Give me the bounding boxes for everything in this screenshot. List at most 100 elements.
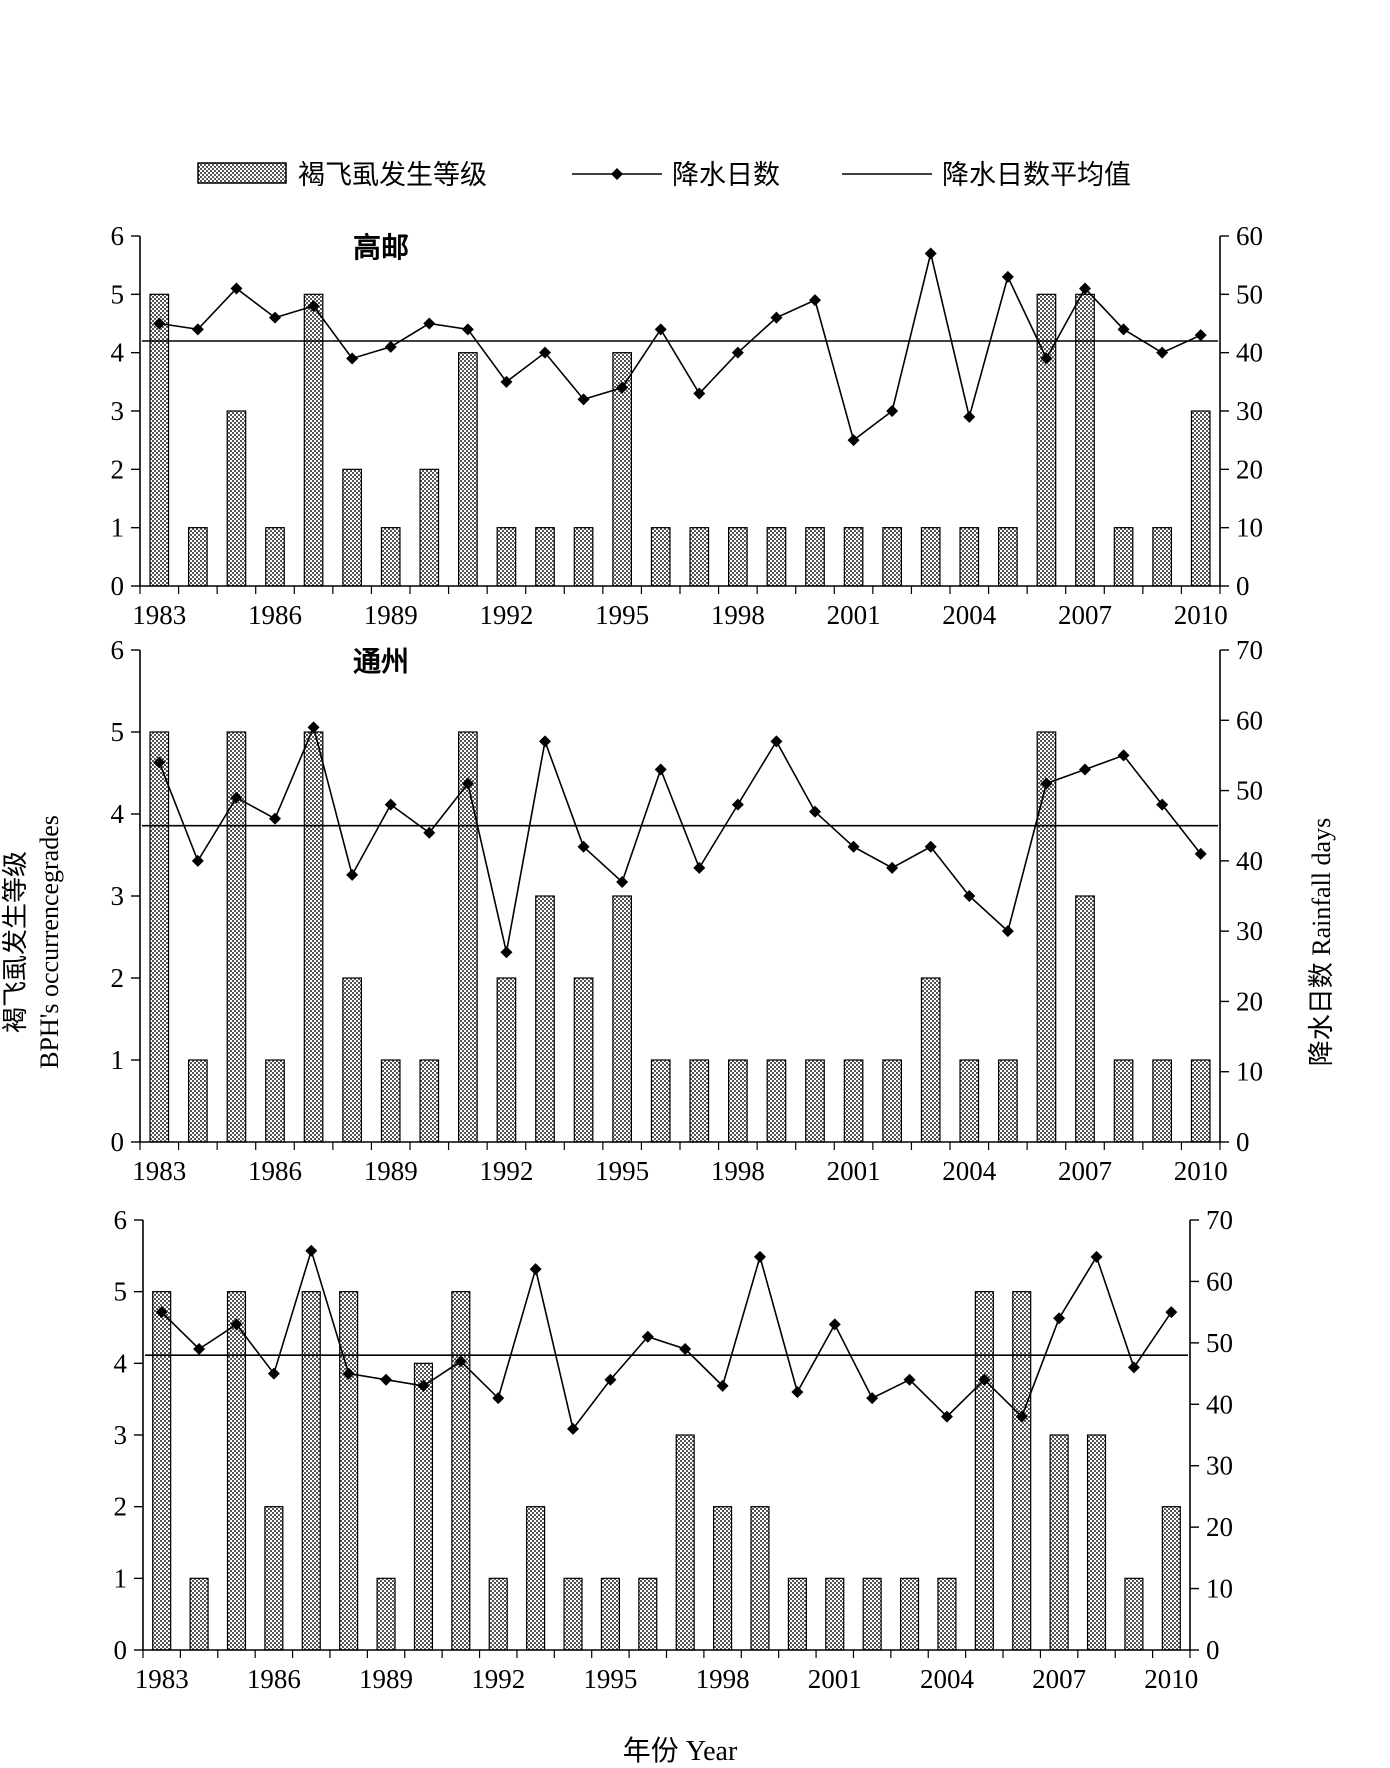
- rainfall-point-1994: [577, 840, 590, 853]
- right-tick-label: 20: [1236, 986, 1263, 1016]
- left-tick-label: 0: [111, 1127, 125, 1157]
- y-left-label-cn: 褐飞虱发生等级: [1, 851, 30, 1033]
- rainfall-point-2006: [1040, 352, 1053, 365]
- x-tick-label: 1998: [696, 1664, 750, 1694]
- left-tick-label: 1: [111, 1045, 125, 1075]
- bar-1990: [419, 468, 440, 587]
- left-tick-label: 0: [111, 571, 125, 601]
- right-tick-label: 10: [1236, 513, 1263, 543]
- rainfall-point-2009: [1156, 798, 1169, 811]
- left-tick-label: 3: [111, 396, 125, 426]
- bar-1993: [526, 1506, 546, 1651]
- right-tick-label: 10: [1206, 1574, 1233, 1604]
- bar-1986: [265, 1059, 285, 1143]
- rainfall-point-1987: [307, 300, 320, 312]
- rainfall-point-1984: [191, 323, 204, 336]
- bar-1988: [342, 468, 362, 587]
- bar-1989: [376, 1577, 396, 1651]
- bar-1997: [675, 1434, 695, 1651]
- rainfall-point-1995: [616, 381, 629, 394]
- rainfall-point-1984: [193, 1343, 206, 1355]
- bar-2001: [843, 527, 864, 587]
- bar-1993: [535, 527, 555, 587]
- legend: 褐飞虱发生等级 降水日数 降水日数平均值: [197, 160, 1131, 190]
- rainfall-point-1989: [384, 798, 397, 811]
- rainfall-point-1996: [641, 1330, 654, 1343]
- bar-2009: [1124, 1577, 1144, 1651]
- bar-2004: [937, 1577, 957, 1651]
- rainfall-point-1987: [305, 1244, 318, 1257]
- bar-2003: [920, 527, 941, 587]
- bar-1994: [573, 977, 594, 1143]
- rainfall-point-1994: [567, 1422, 580, 1435]
- bar-1983: [152, 1291, 172, 1651]
- bar-1990: [413, 1362, 434, 1651]
- left-tick-label: 4: [111, 338, 125, 368]
- rainfall-point-1990: [423, 826, 436, 839]
- bar-2007: [1075, 895, 1095, 1143]
- x-axis-label: 年份 Year: [623, 1735, 738, 1767]
- bar-1986: [264, 1506, 284, 1651]
- rainfall-point-2005: [978, 1373, 991, 1386]
- rainfall-point-2000: [809, 294, 821, 307]
- x-tick-label: 1986: [248, 1156, 302, 1186]
- left-tick-label: 1: [111, 513, 125, 543]
- bar-1998: [727, 1059, 748, 1143]
- bar-1992: [488, 1577, 508, 1651]
- rainfall-point-1988: [342, 1367, 355, 1380]
- bar-2008: [1113, 1059, 1134, 1143]
- left-tick-label: 2: [114, 1492, 128, 1522]
- rainfall-line: [159, 253, 1202, 442]
- rainfall-point-2000: [791, 1386, 804, 1398]
- bar-1985: [226, 1291, 247, 1651]
- x-tick-label: 1995: [595, 1156, 649, 1186]
- x-tick-label: 2001: [808, 1664, 862, 1694]
- bar-2004: [959, 1059, 980, 1143]
- rainfall-point-2008: [1117, 323, 1130, 336]
- right-tick-label: 30: [1206, 1451, 1233, 1481]
- rainfall-point-1992: [500, 946, 513, 959]
- x-tick-label: 2004: [920, 1664, 975, 1694]
- bar-2002: [882, 527, 903, 587]
- rainfall-point-1991: [461, 777, 474, 790]
- bar-1999: [750, 1506, 770, 1651]
- x-tick-label: 1986: [247, 1664, 301, 1694]
- rainfall-point-1992: [492, 1392, 505, 1405]
- bar-1994: [573, 527, 594, 587]
- left-tick-label: 2: [111, 963, 125, 993]
- x-tick-label: 1992: [479, 1156, 533, 1186]
- bar-1998: [713, 1506, 733, 1651]
- right-tick-label: 50: [1236, 776, 1263, 806]
- rainfall-point-1987: [307, 721, 320, 734]
- rainfall-point-2003: [924, 840, 937, 853]
- left-tick-label: 6: [111, 221, 125, 251]
- right-tick-label: 40: [1206, 1389, 1233, 1419]
- x-tick-label: 2007: [1032, 1664, 1086, 1694]
- left-tick-label: 6: [111, 635, 125, 665]
- bar-1987: [301, 1291, 321, 1651]
- bar-2009: [1152, 527, 1173, 587]
- rainfall-point-1989: [384, 340, 397, 353]
- rainfall-point-2001: [847, 840, 860, 853]
- rainfall-point-1991: [454, 1355, 467, 1368]
- rainfall-point-1993: [539, 346, 551, 359]
- x-tick-label: 1989: [359, 1664, 413, 1694]
- rainfall-point-1990: [417, 1379, 430, 1392]
- bar-1998: [727, 527, 748, 587]
- x-tick-label: 1992: [471, 1664, 525, 1694]
- bar-1990: [419, 1059, 440, 1143]
- x-tick-label: 2007: [1058, 600, 1112, 630]
- x-tick-label: 1983: [135, 1664, 189, 1694]
- x-tick-label: 2001: [827, 600, 881, 630]
- right-tick-label: 50: [1206, 1328, 1233, 1358]
- bar-2001: [825, 1577, 845, 1651]
- rainfall-point-1986: [269, 812, 281, 825]
- x-tick-label: 2004: [942, 600, 997, 630]
- legend-bar-label: 褐飞虱发生等级: [298, 160, 487, 190]
- left-tick-label: 3: [111, 881, 125, 911]
- rainfall-point-1986: [267, 1367, 280, 1380]
- bar-1996: [650, 527, 671, 587]
- bar-1999: [766, 1059, 787, 1143]
- panel-title: 高邮: [353, 232, 409, 264]
